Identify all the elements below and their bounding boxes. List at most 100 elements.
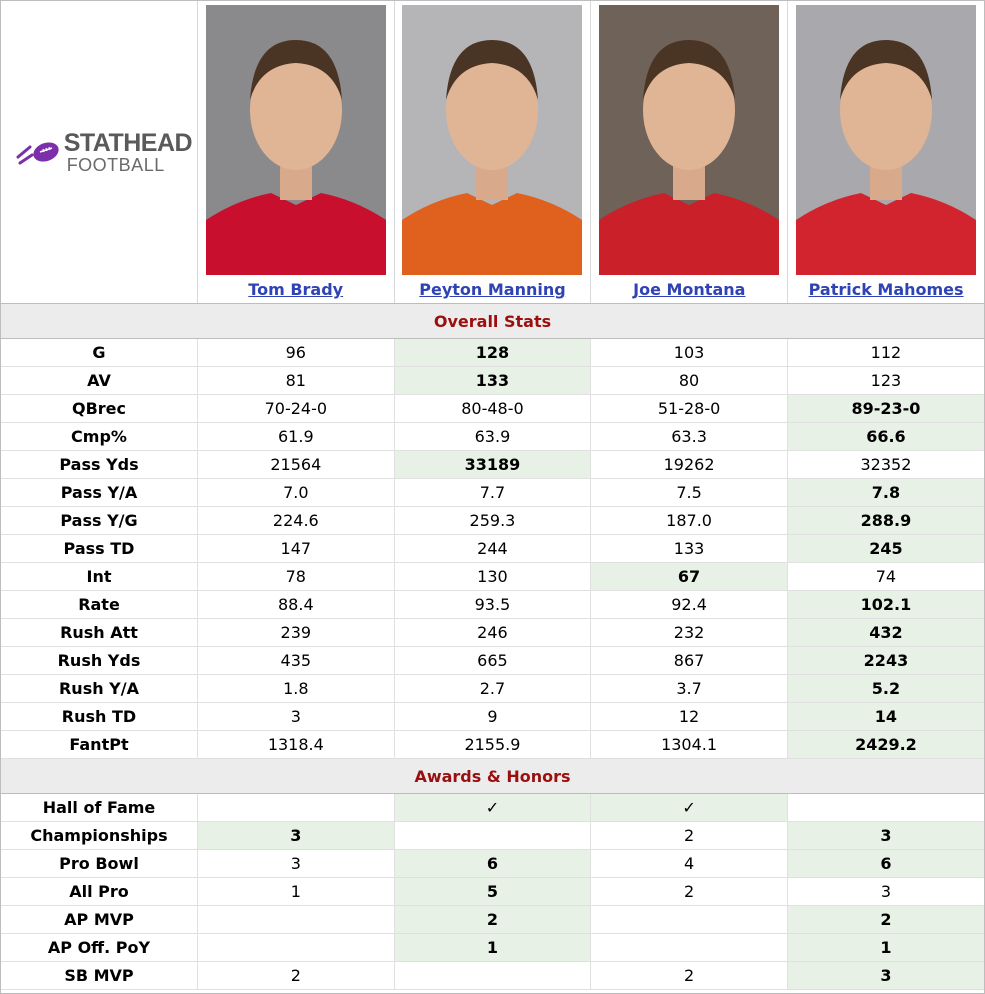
stat-row: AP MVP 2 2 <box>1 905 984 934</box>
stat-row: Pass Yds 21564 33189 19262 32352 <box>1 450 984 479</box>
stats-body: Overall Stats G 96 128 103 112 AV 81 133 80 123 QBr… <box>1 304 984 990</box>
stat-row: Pass TD 147 244 133 245 <box>1 534 984 563</box>
player-name-link[interactable]: Tom Brady <box>248 280 344 299</box>
stat-value: 12 <box>590 702 788 731</box>
stat-value: 867 <box>590 646 788 675</box>
player-column: Tom Brady <box>198 1 395 303</box>
stat-value: 123 <box>787 366 984 395</box>
stat-value: 1.8 <box>197 674 395 703</box>
stat-row: Pass Y/A 7.0 7.7 7.5 7.8 <box>1 478 984 507</box>
stat-label: QBrec <box>1 394 198 423</box>
stat-value: 102.1 <box>787 590 984 619</box>
stat-value: 3 <box>197 821 395 850</box>
stat-value: 3 <box>787 961 984 990</box>
stat-value: 63.9 <box>394 422 592 451</box>
stat-value: 2 <box>590 961 788 990</box>
stat-value: 665 <box>394 646 592 675</box>
stat-value: 7.8 <box>787 478 984 507</box>
stat-value: 19262 <box>590 450 788 479</box>
stat-value: 5.2 <box>787 674 984 703</box>
player-name-link[interactable]: Patrick Mahomes <box>808 280 964 299</box>
stat-value: 1304.1 <box>590 730 788 759</box>
stat-value: 435 <box>197 646 395 675</box>
stat-row: G 96 128 103 112 <box>1 339 984 367</box>
stat-value <box>590 933 788 962</box>
player-portrait-image <box>205 5 386 275</box>
stat-value: 3 <box>197 849 395 878</box>
logo-wordmark: STATHEAD <box>63 128 193 157</box>
stat-value: 147 <box>197 534 395 563</box>
stat-value: 288.9 <box>787 506 984 535</box>
stat-value: 245 <box>787 534 984 563</box>
stat-value: 96 <box>197 339 395 367</box>
stat-value: 66.6 <box>787 422 984 451</box>
stat-label: Hall of Fame <box>1 794 198 822</box>
stat-value: 9 <box>394 702 592 731</box>
stat-value: 2.7 <box>394 674 592 703</box>
stat-value: 3 <box>197 702 395 731</box>
stat-value: 6 <box>787 849 984 878</box>
stat-value: 6 <box>394 849 592 878</box>
stat-value: 5 <box>394 877 592 906</box>
stat-value <box>197 933 395 962</box>
stat-row: Cmp% 61.9 63.9 63.3 66.6 <box>1 422 984 451</box>
stat-value: 2429.2 <box>787 730 984 759</box>
stat-value: 1 <box>394 933 592 962</box>
stat-value: 7.7 <box>394 478 592 507</box>
player-column: Patrick Mahomes <box>788 1 984 303</box>
stat-row: Hall of Fame ✓ ✓ <box>1 794 984 822</box>
stat-row: Pro Bowl 3 6 4 6 <box>1 849 984 878</box>
stat-value: 61.9 <box>197 422 395 451</box>
section-header: Overall Stats <box>1 304 984 339</box>
stat-label: AV <box>1 366 198 395</box>
stat-value <box>394 961 592 990</box>
player-portrait-image <box>796 5 977 275</box>
player-name-link[interactable]: Peyton Manning <box>419 280 566 299</box>
logo-cell: STATHEAD FOOTBALL <box>1 1 198 303</box>
section-header: Awards & Honors <box>1 759 984 794</box>
stat-value: 133 <box>394 366 592 395</box>
stat-value <box>590 905 788 934</box>
stat-value: 14 <box>787 702 984 731</box>
stat-value: 78 <box>197 562 395 591</box>
stat-value: 74 <box>787 562 984 591</box>
stat-row: Rush Att 239 246 232 432 <box>1 618 984 647</box>
stat-row: Rush Yds 435 665 867 2243 <box>1 646 984 675</box>
stat-row: Rush Y/A 1.8 2.7 3.7 5.2 <box>1 674 984 703</box>
stathead-logo[interactable]: STATHEAD FOOTBALL <box>16 128 193 174</box>
stat-label: AP MVP <box>1 905 198 934</box>
stat-value: 2 <box>197 961 395 990</box>
stat-value: 2155.9 <box>394 730 592 759</box>
stat-row: AP Off. PoY 1 1 <box>1 933 984 962</box>
stat-label: Rate <box>1 590 198 619</box>
stat-row: Championships 3 2 3 <box>1 821 984 850</box>
stat-value: 2 <box>394 905 592 934</box>
player-photo <box>599 5 780 275</box>
stat-value: 3 <box>787 821 984 850</box>
stat-value: 51-28-0 <box>590 394 788 423</box>
player-photo <box>796 5 977 275</box>
stat-row: Rush TD 3 9 12 14 <box>1 702 984 731</box>
player-name-link[interactable]: Joe Montana <box>633 280 746 299</box>
player-portrait-image <box>402 5 583 275</box>
player-photo <box>402 5 583 275</box>
stat-value: 3.7 <box>590 674 788 703</box>
stat-value: 81 <box>197 366 395 395</box>
stat-row: SB MVP 2 2 3 <box>1 961 984 990</box>
stat-value: 4 <box>590 849 788 878</box>
stat-value: 2243 <box>787 646 984 675</box>
stat-row: Pass Y/G 224.6 259.3 187.0 288.9 <box>1 506 984 535</box>
player-photo <box>205 5 386 275</box>
stat-label: Rush Att <box>1 618 198 647</box>
player-column: Joe Montana <box>591 1 789 303</box>
stat-value: 32352 <box>787 450 984 479</box>
stat-value: 187.0 <box>590 506 788 535</box>
stat-value <box>197 794 395 822</box>
stat-label: Pass Y/A <box>1 478 198 507</box>
stat-value: 232 <box>590 618 788 647</box>
stat-label: Pass TD <box>1 534 198 563</box>
stat-value: 2 <box>787 905 984 934</box>
stat-value: 239 <box>197 618 395 647</box>
stat-value: 244 <box>394 534 592 563</box>
